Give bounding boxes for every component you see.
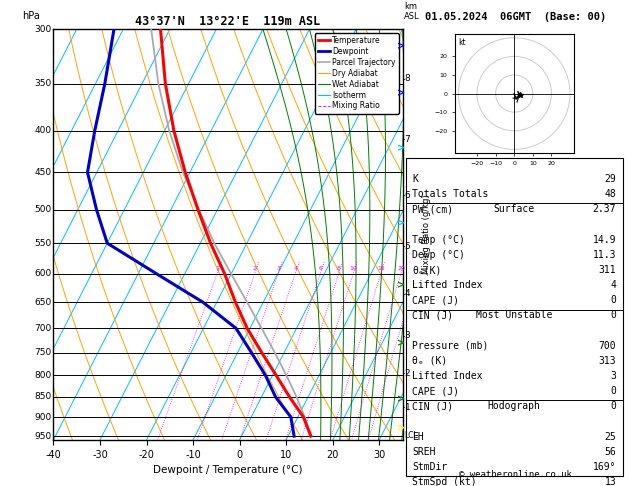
Text: 3: 3: [404, 331, 410, 340]
Text: 48: 48: [604, 189, 616, 199]
Text: 500: 500: [35, 205, 52, 214]
Text: Totals Totals: Totals Totals: [412, 189, 489, 199]
Text: >: >: [398, 280, 405, 291]
Text: 2: 2: [404, 369, 410, 378]
Text: 169°: 169°: [593, 462, 616, 472]
Legend: Temperature, Dewpoint, Parcel Trajectory, Dry Adiabat, Wet Adiabat, Isotherm, Mi: Temperature, Dewpoint, Parcel Trajectory…: [314, 33, 399, 114]
Text: © weatheronline.co.uk: © weatheronline.co.uk: [459, 469, 572, 479]
Text: 950: 950: [35, 432, 52, 441]
Text: Pressure (mb): Pressure (mb): [412, 341, 489, 351]
Text: 0: 0: [610, 386, 616, 396]
Text: >: >: [398, 424, 405, 434]
Text: 6: 6: [404, 191, 410, 200]
Text: 700: 700: [599, 341, 616, 351]
Text: 2.37: 2.37: [593, 205, 616, 214]
Text: 400: 400: [35, 126, 52, 135]
Text: 0: 0: [610, 401, 616, 412]
X-axis label: Dewpoint / Temperature (°C): Dewpoint / Temperature (°C): [153, 465, 303, 475]
Text: 3: 3: [610, 371, 616, 381]
Text: 4: 4: [404, 289, 410, 298]
Text: 15: 15: [377, 266, 385, 271]
Text: Most Unstable: Most Unstable: [476, 311, 552, 320]
Text: 800: 800: [35, 371, 52, 380]
Text: >: >: [398, 394, 405, 404]
Text: 14.9: 14.9: [593, 235, 616, 244]
Text: Lifted Index: Lifted Index: [412, 371, 482, 381]
Text: Lifted Index: Lifted Index: [412, 280, 482, 290]
Text: 7: 7: [404, 135, 410, 144]
Text: 450: 450: [35, 168, 52, 177]
Text: LCL: LCL: [404, 431, 418, 440]
Text: CIN (J): CIN (J): [412, 311, 454, 320]
Text: >: >: [398, 88, 405, 99]
Text: 350: 350: [35, 79, 52, 88]
Text: Temp (°C): Temp (°C): [412, 235, 465, 244]
Text: 25: 25: [604, 432, 616, 442]
Text: 8: 8: [337, 266, 341, 271]
Text: K: K: [412, 174, 418, 184]
Text: 600: 600: [35, 269, 52, 278]
Text: 550: 550: [35, 239, 52, 248]
Text: StmSpd (kt): StmSpd (kt): [412, 477, 477, 486]
Text: 8: 8: [404, 74, 410, 83]
Text: >: >: [398, 41, 405, 52]
Text: 4: 4: [293, 266, 298, 271]
Text: 313: 313: [599, 356, 616, 366]
Text: StmDir: StmDir: [412, 462, 447, 472]
Text: km
ASL: km ASL: [404, 1, 420, 21]
Text: 311: 311: [599, 265, 616, 275]
Text: θₑ(K): θₑ(K): [412, 265, 442, 275]
Text: >: >: [398, 143, 405, 153]
Text: 20: 20: [397, 266, 405, 271]
Text: 4: 4: [610, 280, 616, 290]
Text: >: >: [398, 218, 405, 228]
Text: EH: EH: [412, 432, 424, 442]
Text: 13: 13: [604, 477, 616, 486]
Text: kt: kt: [459, 37, 466, 47]
Text: 700: 700: [35, 324, 52, 333]
Text: SREH: SREH: [412, 447, 436, 457]
Text: 650: 650: [35, 297, 52, 307]
Text: θₑ (K): θₑ (K): [412, 356, 447, 366]
Text: PW (cm): PW (cm): [412, 205, 454, 214]
Text: CAPE (J): CAPE (J): [412, 295, 459, 305]
Text: 850: 850: [35, 392, 52, 401]
Text: 5: 5: [404, 242, 410, 251]
Text: CIN (J): CIN (J): [412, 401, 454, 412]
Text: 0: 0: [610, 311, 616, 320]
Text: Hodograph: Hodograph: [487, 401, 541, 412]
Text: Dewp (°C): Dewp (°C): [412, 250, 465, 260]
Text: hPa: hPa: [22, 11, 40, 21]
Text: 300: 300: [35, 25, 52, 34]
Text: 900: 900: [35, 413, 52, 421]
Text: 1: 1: [404, 402, 410, 412]
Text: 6: 6: [318, 266, 322, 271]
Text: 2: 2: [253, 266, 257, 271]
Text: 56: 56: [604, 447, 616, 457]
Text: 11.3: 11.3: [593, 250, 616, 260]
Text: >: >: [398, 338, 405, 348]
Text: Surface: Surface: [494, 205, 535, 214]
Text: 750: 750: [35, 348, 52, 357]
Text: CAPE (J): CAPE (J): [412, 386, 459, 396]
Text: 01.05.2024  06GMT  (Base: 00): 01.05.2024 06GMT (Base: 00): [425, 12, 606, 22]
Text: 0: 0: [610, 295, 616, 305]
Text: 3: 3: [276, 266, 280, 271]
Text: 1: 1: [215, 266, 219, 271]
Text: 29: 29: [604, 174, 616, 184]
Text: Mixing Ratio (g/kg): Mixing Ratio (g/kg): [422, 195, 431, 274]
Text: 10: 10: [350, 266, 357, 271]
Title: 43°37'N  13°22'E  119m ASL: 43°37'N 13°22'E 119m ASL: [135, 15, 321, 28]
